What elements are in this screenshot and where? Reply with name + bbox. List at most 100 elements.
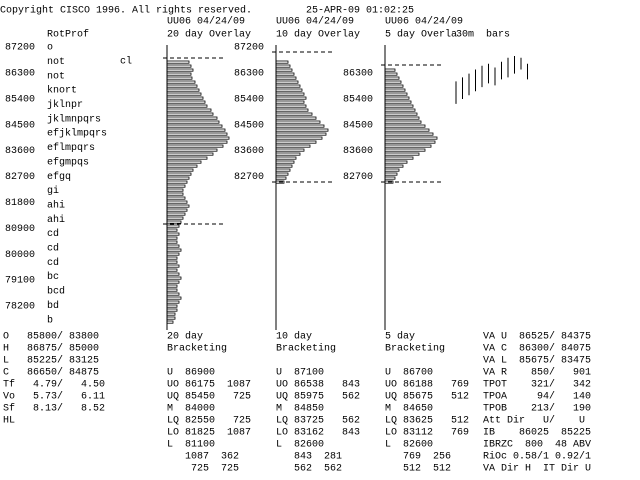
overlay-bar: [166, 256, 178, 260]
overlay-bar: [275, 116, 317, 120]
summary-line: Tf 4.79/ 4.50: [3, 379, 105, 391]
bracketing-line: LQ 83625 512: [385, 416, 469, 427]
overlay-bar: [275, 180, 285, 184]
overlay-bar: [166, 128, 226, 132]
overlay-bar: [166, 84, 198, 88]
overlay-price: 86300: [343, 69, 373, 80]
overlay-bar: [166, 244, 180, 248]
overlay-bar: [166, 80, 196, 84]
overlay-bar: [166, 268, 178, 272]
value-area-line: Att Dir U/ U: [483, 415, 585, 427]
bracketing-line: LO 83112 769: [385, 428, 469, 439]
profile-row: o: [47, 43, 53, 54]
overlay-price: 82700: [234, 172, 264, 183]
overlay-bar: [384, 180, 394, 184]
overlay-title: 5 day Overla: [385, 29, 457, 41]
profile-row: efgmpqs: [47, 156, 89, 168]
overlay-bar: [166, 120, 220, 124]
overlay-bar: [275, 128, 329, 132]
overlay-price: 84500: [343, 120, 373, 131]
bracketing-line: UO 86538 843: [276, 380, 360, 391]
price-label: 78200: [5, 302, 35, 313]
overlay-bar: [166, 248, 182, 252]
overlay-bar: [384, 132, 434, 136]
overlay-bar: [275, 156, 297, 160]
overlay-bar: [166, 104, 208, 108]
overlay-bar: [384, 124, 426, 128]
overlay-bar: [275, 104, 307, 108]
value-area-line: TPOB 213/ 190: [483, 403, 591, 415]
overlay-bar: [166, 308, 178, 312]
bracketing-line: U 86900: [167, 368, 215, 379]
overlay-bar: [166, 320, 174, 324]
price-label: 86300: [5, 69, 35, 80]
overlay-title: 10 day Overlay: [276, 29, 360, 41]
overlay-bar: [275, 64, 291, 68]
overlay-bar: [166, 76, 193, 80]
overlay-bar: [166, 176, 190, 180]
summary-line: C 86650/ 84875: [3, 367, 99, 379]
bracketing-header: 5 day: [385, 331, 415, 343]
value-area-line: RiOc 0.58/1 0.92/1: [483, 451, 591, 463]
overlay-price: 82700: [343, 172, 373, 183]
overlay-bar: [275, 160, 295, 164]
overlay-bar: [275, 140, 317, 144]
bracketing-line: UQ 85675 512: [385, 392, 469, 403]
overlay-bar: [166, 108, 212, 112]
overlay-bar: [166, 184, 186, 188]
overlay-bar: [166, 292, 180, 296]
bracketing-header: 20 day: [167, 331, 203, 343]
overlay-bar: [166, 88, 200, 92]
overlay-bar: [166, 300, 180, 304]
price-label: 80900: [5, 224, 35, 235]
price-label: 84500: [5, 120, 35, 131]
overlay-bar: [384, 108, 416, 112]
overlay-bar: [275, 60, 289, 64]
overlay-bar: [384, 156, 414, 160]
profile-row: bcd: [47, 286, 65, 298]
overlay-bar: [384, 148, 426, 152]
overlay-bar: [166, 100, 206, 104]
overlay-bar: [384, 140, 436, 144]
overlay-bar: [384, 84, 404, 88]
overlay-bar: [166, 160, 202, 164]
price-label: 82700: [5, 172, 35, 183]
overlay-bar: [166, 96, 204, 100]
bracketing-line: UO 86175 1087: [167, 380, 251, 391]
overlay-bar: [275, 96, 307, 100]
overlay-bar: [166, 220, 182, 224]
overlay-bar: [384, 176, 396, 180]
profile-row: knort: [47, 85, 77, 97]
overlay-bar: [166, 152, 214, 156]
bracketing-line: M 84850: [276, 404, 324, 415]
profile-row: bc: [47, 271, 59, 283]
overlay-bar: [384, 120, 422, 124]
value-area-line: VA L 85675/ 83475: [483, 355, 591, 367]
overlay-price: 85400: [343, 94, 373, 105]
rotprof-note: cl: [120, 56, 132, 68]
overlay-bar: [384, 136, 438, 140]
price-label: 80000: [5, 250, 35, 261]
overlay-bar: [166, 124, 223, 128]
overlay-bar: [166, 192, 184, 196]
overlay-bar: [166, 168, 194, 172]
profile-row: cd: [47, 228, 59, 240]
overlay-id: UU06 04/24/09: [385, 16, 463, 28]
bracketing-line: 562 562: [276, 464, 342, 475]
overlay-bar: [166, 188, 184, 192]
bracketing-header: Bracketing: [276, 343, 336, 355]
overlay-bar: [384, 76, 400, 80]
overlay-bar: [275, 164, 293, 168]
overlay-bar: [384, 116, 420, 120]
bracketing-line: L 82600: [385, 440, 433, 451]
overlay-bar: [275, 68, 293, 72]
overlay-price: 84500: [234, 120, 264, 131]
overlay-bar: [275, 84, 301, 88]
bracketing-line: LQ 83725 562: [276, 416, 360, 427]
profile-row: bd: [47, 300, 59, 312]
value-area-line: TPOT 321/ 342: [483, 379, 591, 391]
overlay-bar: [166, 224, 180, 228]
bracketing-line: M 84650: [385, 404, 433, 415]
summary-line: O 85800/ 83800: [3, 331, 99, 343]
